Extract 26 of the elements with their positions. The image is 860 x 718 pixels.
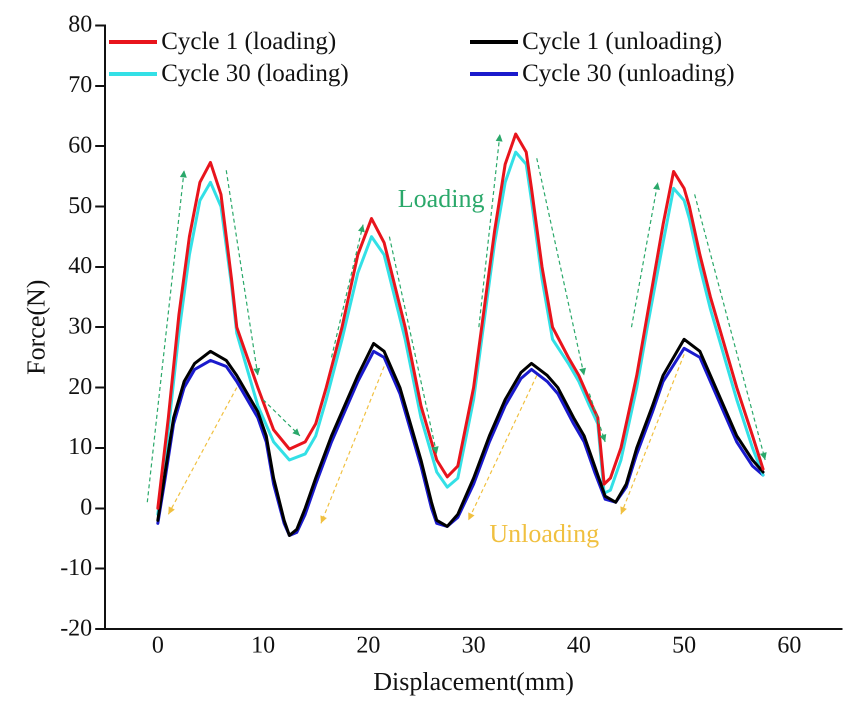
y-tick-label: 10 xyxy=(68,434,92,460)
y-tick-label: 20 xyxy=(68,374,92,400)
y-tick-label: 70 xyxy=(68,72,92,98)
y-tick-label: 60 xyxy=(68,132,92,158)
y-tick-label: -20 xyxy=(60,615,92,642)
x-axis-title: Displacement(mm) xyxy=(373,667,574,696)
x-tick-label: 60 xyxy=(777,632,802,659)
legend-label: Cycle 1 (loading) xyxy=(161,27,336,58)
y-tick-label: 0 xyxy=(80,494,92,521)
y-tick-label: 40 xyxy=(68,253,92,280)
annotation: Unloading xyxy=(489,519,600,550)
y-tick-label: 80 xyxy=(68,12,92,38)
y-tick-label: -10 xyxy=(60,554,92,581)
x-tick-label: 20 xyxy=(356,632,380,659)
x-tick-label: 40 xyxy=(566,632,591,659)
x-tick-label: 0 xyxy=(152,632,164,659)
x-tick-label: 10 xyxy=(251,632,276,659)
y-tick-label: 50 xyxy=(68,192,92,219)
legend-label: Cycle 30 (unloading) xyxy=(522,59,735,90)
x-tick-label: 30 xyxy=(462,632,486,659)
x-tick-label: 50 xyxy=(672,632,696,659)
y-axis-title: Force(N) xyxy=(21,280,50,375)
legend-label: Cycle 30 (loading) xyxy=(161,59,349,90)
annotation: Loading xyxy=(398,184,484,214)
legend-label: Cycle 1 (unloading) xyxy=(522,27,722,58)
y-tick-label: 30 xyxy=(68,313,92,340)
